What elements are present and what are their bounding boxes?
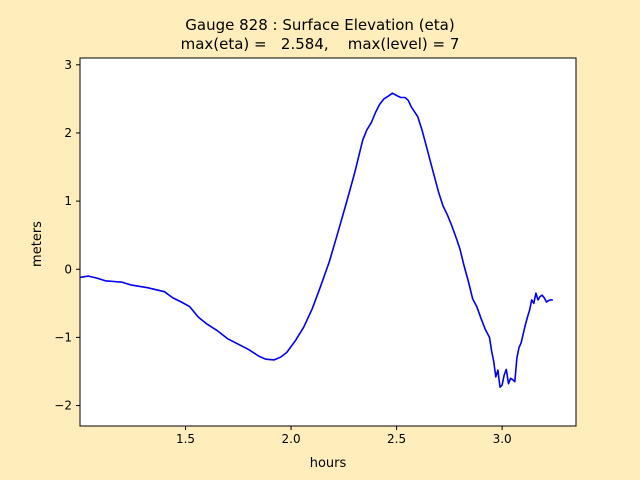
y-tick-label: −1 [54, 330, 72, 344]
y-tick-label: 3 [64, 58, 72, 72]
x-tick-label: 2.5 [387, 432, 406, 446]
plot-area [80, 58, 576, 426]
y-tick-label: 2 [64, 126, 72, 140]
chart-subtitle: max(eta) = 2.584, max(level) = 7 [180, 35, 460, 53]
series-line-0 [79, 92, 553, 389]
y-tick-label: 1 [64, 194, 72, 208]
x-tick-label: 2.0 [282, 432, 301, 446]
y-axis-label: meters [30, 221, 45, 267]
x-tick-label: 1.5 [176, 432, 195, 446]
x-axis-label: hours [310, 456, 347, 471]
x-tick-label: 3.0 [493, 432, 512, 446]
y-tick-label: 0 [64, 262, 72, 276]
chart-title: Gauge 828 : Surface Elevation (eta) [185, 16, 455, 34]
plot-frame [79, 57, 577, 427]
y-tick-label: −2 [54, 399, 72, 413]
